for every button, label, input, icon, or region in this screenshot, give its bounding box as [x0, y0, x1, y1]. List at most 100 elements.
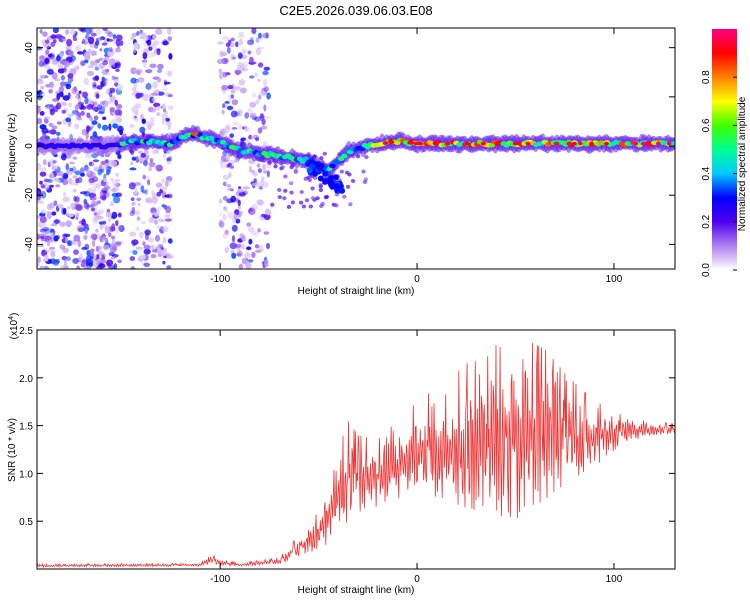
spectrogram-cell: [246, 246, 252, 251]
spectrogram-cell: [152, 98, 157, 102]
spectrogram-cell: [344, 170, 350, 175]
spectrogram-cell: [250, 169, 256, 174]
spectrogram-cell: [129, 123, 135, 128]
spectrogram-marks: [37, 28, 675, 269]
spectrogram-cell: [152, 34, 157, 40]
spectrogram-cell: [350, 179, 356, 183]
snr-ytick-label: 1.5: [19, 422, 33, 433]
spectrogram-cell: [155, 28, 163, 35]
spectrogram-cell: [339, 169, 344, 174]
spectrogram-cell: [512, 141, 518, 146]
spectrogram-cell: [63, 258, 67, 266]
spectrogram-cell: [83, 52, 91, 60]
spectrogram-cell: [254, 244, 260, 249]
spectrogram-cell: [110, 256, 117, 260]
colorbar-tick-label: 0.2: [701, 214, 712, 228]
spectrogram-cell: [161, 252, 167, 256]
spectrogram-cell: [55, 170, 64, 176]
spectrogram-cell: [70, 202, 76, 209]
spectrogram-cell: [553, 141, 559, 146]
spectrogram-cell: [107, 38, 114, 42]
spectrogram-xlabel: Height of straight line (km): [298, 286, 415, 297]
spectrogram-cell: [161, 103, 166, 110]
spectrogram-cell: [142, 241, 146, 246]
spectrogram-cell: [77, 239, 82, 248]
spectrogram-cell: [155, 105, 160, 112]
spectrogram-cell: [88, 104, 93, 108]
spectrogram-cell: [139, 32, 146, 36]
spectrogram-cell: [329, 163, 336, 169]
spectrogram-cell: [604, 141, 609, 146]
colorbar-tick-label: 0.0: [701, 263, 712, 277]
spectrogram-cell: [135, 156, 140, 163]
spectrogram-cell: [107, 217, 112, 223]
spectrogram-cell: [481, 141, 486, 146]
spectrogram-cell: [108, 232, 112, 238]
spectrogram-cell: [40, 85, 45, 90]
spectrogram-cell: [105, 172, 110, 176]
spectrogram-cell: [59, 81, 67, 87]
spectrogram-cell: [40, 235, 45, 240]
spectrogram-cell: [65, 163, 70, 171]
spectrogram-cell: [310, 186, 315, 191]
spectrogram-cell: [231, 235, 236, 243]
spectrogram-cell: [82, 258, 87, 266]
spectrogram-cell: [265, 32, 269, 39]
spectrogram-cell: [252, 61, 257, 65]
spectrogram-cell: [59, 221, 66, 228]
spectrogram-cell: [222, 51, 228, 57]
spectrogram-cell: [255, 99, 260, 105]
spectrogram-cell: [93, 253, 97, 260]
spectrogram-cell: [156, 77, 162, 83]
spectrogram-cell: [87, 188, 93, 192]
spectrogram-cell: [249, 75, 255, 79]
spectrogram-cell: [137, 150, 143, 154]
spectrogram-cell: [237, 199, 241, 207]
spectrogram-cell: [155, 164, 163, 172]
spectrogram-cell: [61, 207, 65, 215]
spectrogram-cell: [54, 179, 61, 183]
spectrogram-cell: [299, 190, 304, 194]
spectrogram-cell: [156, 112, 160, 116]
spectrogram-cell: [262, 32, 269, 39]
spectrogram-cell: [48, 122, 54, 127]
spectrogram-cell: [136, 216, 141, 221]
spectrogram-cell: [230, 94, 235, 99]
spectrogram-cell: [99, 48, 103, 52]
spectrogram-cell: [116, 117, 123, 124]
spectrogram-cell: [91, 32, 97, 37]
spectrogram-cell: [37, 78, 43, 83]
spectrogram-cell: [65, 256, 71, 261]
spectrogram-cell: [50, 223, 58, 227]
snr-ytick-label: 2.5: [19, 326, 33, 337]
spectrogram-cell: [152, 107, 156, 113]
snr-xtick-label: 100: [606, 574, 623, 585]
spectrogram-cell: [262, 70, 269, 76]
spectrogram-cell: [239, 233, 245, 239]
spectrogram-cell: [162, 40, 170, 46]
spectrogram-cell: [136, 197, 142, 201]
spectrogram-cell: [47, 161, 51, 168]
spectrogram-cell: [317, 165, 324, 171]
spectrogram-cell: [364, 155, 369, 160]
spectrogram-cell: [238, 263, 244, 269]
spectrogram-cell: [238, 79, 246, 86]
spectrogram-cell: [48, 82, 54, 87]
spectrogram-cell: [62, 263, 69, 269]
spectrogram-cell: [108, 90, 113, 98]
spectrogram-cell: [311, 196, 316, 201]
spectrogram-cell: [90, 202, 96, 208]
spectrogram-cell: [231, 224, 238, 232]
spectrogram-cell: [238, 31, 245, 36]
spectrogram-cell: [231, 250, 235, 254]
snr-xlabel: Height of straight line (km): [298, 585, 415, 596]
spectrogram-cell: [97, 250, 104, 257]
spectrogram-cell: [95, 228, 99, 233]
spectrogram-cell: [107, 159, 115, 166]
spectrogram-cell: [166, 160, 171, 165]
spectrogram-cell: [104, 159, 109, 164]
spectrogram-cell: [89, 115, 93, 122]
spectrogram-cell: [116, 103, 123, 110]
spectrogram-cell: [156, 69, 163, 73]
spectrogram-cell: [84, 164, 89, 172]
